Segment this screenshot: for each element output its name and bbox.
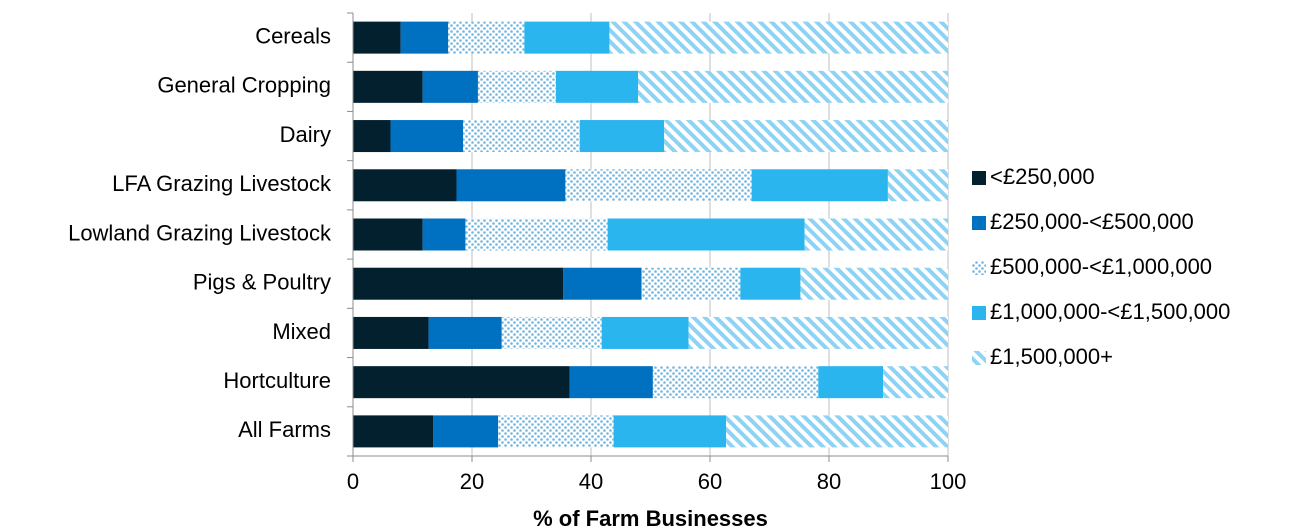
x-tick-label: 0 [347,469,359,494]
legend-label: £250,000-<£500,000 [990,209,1194,234]
legend-swatch [972,306,986,320]
bar-segment [353,169,457,202]
category-label: Hortculture [223,368,331,393]
x-tick-labels: 0 20 40 60 80 100 [347,469,966,494]
bar-segment [740,267,801,300]
category-label: LFA Grazing Livestock [112,171,332,196]
bar-segment [609,21,948,54]
bar-segment [652,366,819,399]
bar-segment [422,218,466,251]
bar-segment [433,415,499,448]
category-label: General Cropping [157,73,331,98]
bar-segment [353,70,423,103]
bar-segment [664,120,948,153]
bar-segment [804,218,948,251]
bar-segment [353,218,423,251]
x-axis-title: % of Farm Businesses [533,506,768,531]
bar-segment [607,218,805,251]
bar-segment [883,366,948,399]
x-tick-label: 20 [460,469,484,494]
bar-segment [563,267,642,300]
bar-segment [477,70,556,103]
bar-segment [818,366,884,399]
bar-segment [353,120,391,153]
bar-segment [751,169,888,202]
legend-swatch [972,171,986,185]
bar-segment [638,70,948,103]
bar-segment [428,316,502,349]
bar-segment [498,415,614,448]
legend-swatch [972,261,986,275]
bar-segment [641,267,741,300]
bar-segment [353,316,429,349]
bar-segment [353,21,401,54]
bar-segment [688,316,948,349]
bar-segment [456,169,566,202]
x-tick-label: 80 [817,469,841,494]
category-label: All Farms [238,417,331,442]
category-label: Mixed [272,319,331,344]
bar-segment [465,218,608,251]
category-label: Pigs & Poultry [193,270,331,295]
legend-label: <£250,000 [990,164,1095,189]
bar-segment [726,415,948,448]
category-label: Lowland Grazing Livestock [68,220,332,245]
bar-segment [353,366,570,399]
bar-segment [422,70,478,103]
axes [347,12,949,462]
bar-segment [463,120,580,153]
legend-label: £1,000,000-<£1,500,000 [990,299,1230,324]
category-label: Dairy [280,122,331,147]
bars [353,21,948,448]
bar-segment [448,21,525,54]
legend-swatch [972,216,986,230]
bar-segment [390,120,464,153]
bar-segment [800,267,948,300]
legend-swatch [972,351,986,365]
x-tick-label: 60 [698,469,722,494]
bar-segment [400,21,449,54]
category-label: Cereals [255,23,331,48]
bar-segment [353,415,434,448]
bar-segment [579,120,665,153]
legend-label: £500,000-<£1,000,000 [990,254,1212,279]
category-labels: Cereals General Cropping Dairy LFA Grazing … [68,23,332,442]
x-tick-label: 100 [930,469,967,494]
bar-segment [565,169,752,202]
bar-segment [887,169,948,202]
legend: <£250,000 £250,000-<£500,000 £500,000-<£1,… [972,164,1230,369]
bar-segment [555,70,639,103]
bar-segment [524,21,610,54]
bar-segment [501,316,602,349]
bar-segment [601,316,689,349]
x-tick-label: 40 [579,469,603,494]
bar-segment [613,415,727,448]
legend-label: £1,500,000+ [990,344,1113,369]
bar-segment [353,267,564,300]
bar-segment [569,366,653,399]
